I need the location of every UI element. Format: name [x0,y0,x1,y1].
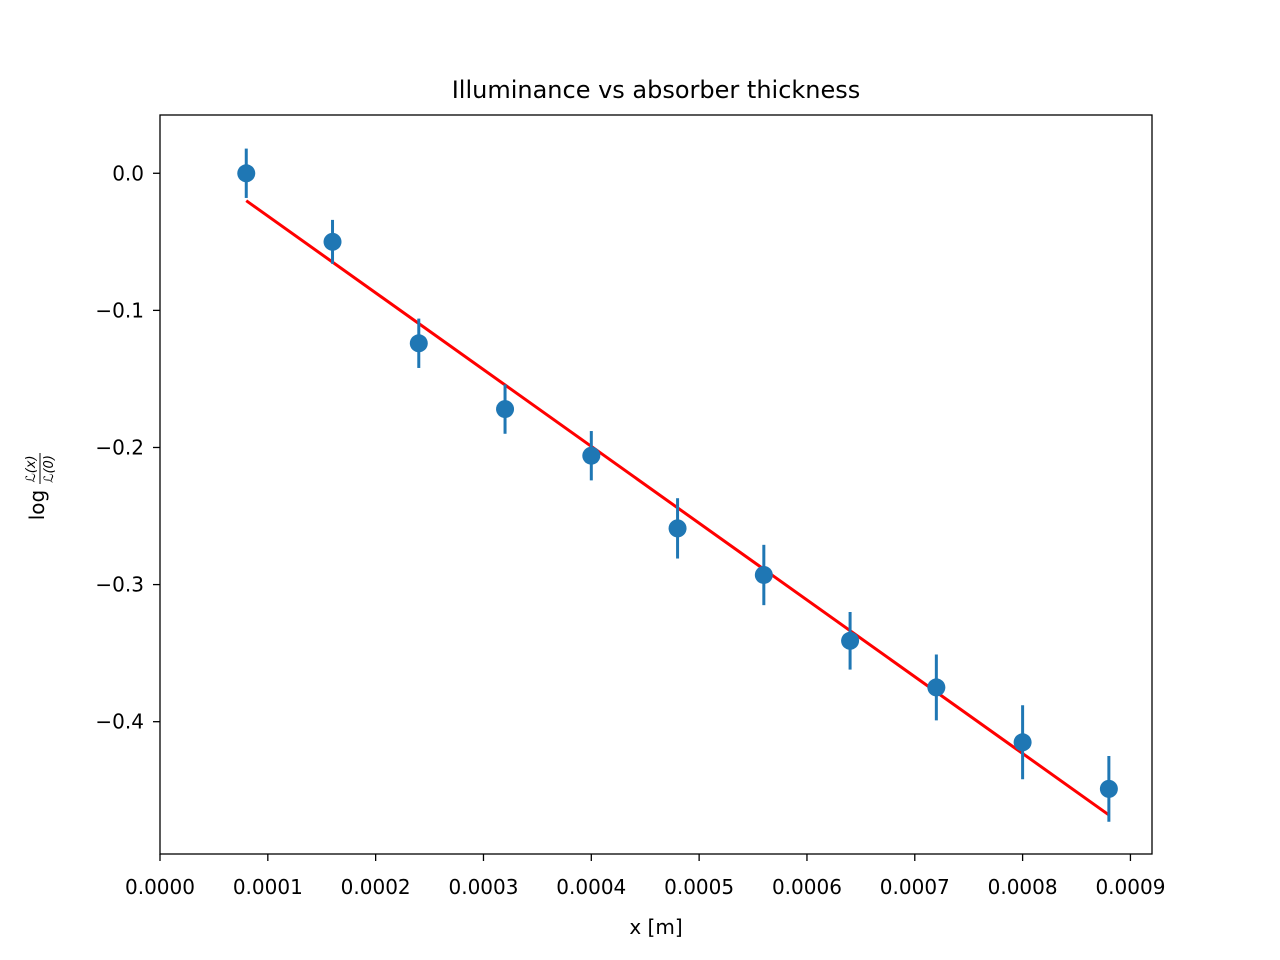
data-point-0 [237,164,256,183]
y-tick-label-3: −0.3 [95,573,144,597]
data-point-4 [582,446,601,465]
x-tick-label-0: 0.0000 [125,875,195,899]
chart-marks [237,148,1118,822]
x-tick-label-1: 0.0001 [233,875,303,899]
x-tick-label-3: 0.0003 [448,875,518,899]
y-axis-label-denominator: ℒ(0) [42,455,57,483]
data-point-1 [323,232,342,251]
y-axis-label: log ℒ(x) ℒ(0) [24,453,57,520]
y-axis-label-numerator: ℒ(x) [24,455,39,482]
y-axis-label-prefix: log [25,490,49,521]
data-point-7 [841,631,860,650]
x-tick-label-4: 0.0004 [556,875,626,899]
x-tick-label-8: 0.0008 [988,875,1058,899]
data-point-5 [668,519,687,538]
chart-title: Illuminance vs absorber thickness [452,76,861,104]
x-tick-label-2: 0.0002 [341,875,411,899]
data-point-10 [1099,779,1118,798]
x-axis-label: x [m] [629,915,682,939]
data-point-8 [927,678,946,697]
data-point-6 [754,565,773,584]
plot-frame [159,114,1153,855]
y-tick-label-0: 0.0 [112,161,144,185]
y-tick-label-1: −0.1 [95,298,144,322]
x-tick-label-9: 0.0009 [1095,875,1165,899]
data-point-3 [496,400,515,419]
x-tick-label-6: 0.0006 [772,875,842,899]
x-tick-label-7: 0.0007 [880,875,950,899]
x-axis: 0.0000 0.0001 0.0002 0.0003 0.0004 0.0005 0.00… [125,854,1165,899]
plot-area [160,115,1152,854]
y-tick-label-2: −0.2 [95,435,144,459]
data-point-2 [409,334,428,353]
y-axis: 0.0 −0.1 −0.2 −0.3 −0.4 [95,161,160,734]
x-tick-label-5: 0.0005 [664,875,734,899]
data-point-9 [1013,733,1032,752]
y-tick-label-4: −0.4 [95,710,144,734]
